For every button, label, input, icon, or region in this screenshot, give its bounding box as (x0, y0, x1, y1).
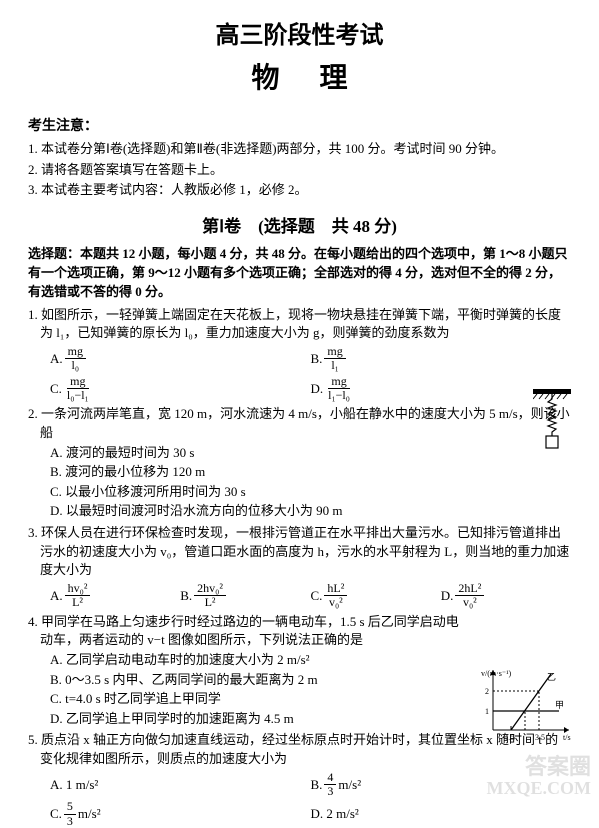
question-3: 3. 环保人员在进行环保检查时发现，一根排污管道正在水平排出大量污水。已知排污管… (28, 524, 571, 610)
question-1: 1. 如图所示，一轻弹簧上端固定在天花板上，现将一物块悬挂在弹簧下端，平衡时弹簧… (28, 306, 571, 402)
chart-line-yi: 乙 (547, 672, 556, 682)
q1-option-b: B. mgl₁ (311, 345, 572, 372)
q4-text: 4. 甲同学在马路上匀速步行时经过路边的一辆电动车，1.5 s 后乙同学启动电动… (28, 613, 571, 651)
subject-title: 物理 (28, 58, 571, 100)
notice-header: 考生注意： (28, 116, 571, 137)
q1-option-a: A. mgl₀ (50, 345, 311, 372)
q3-option-c: C. hL²v₀² (311, 582, 441, 609)
q2-text: 2. 一条河流两岸笔直，宽 120 m，河水流速为 4 m/s，小船在静水中的速… (28, 405, 571, 443)
section-instruction: 选择题：本题共 12 小题，每小题 4 分，共 48 分。在每小题给出的四个选项… (28, 245, 571, 302)
chart-xtick-2: 3.5 (535, 733, 545, 742)
q1-option-d: D. mgl₁−l₀ (311, 375, 572, 402)
q3-option-d: D. 2hL²v₀² (441, 582, 571, 609)
chart-xlabel: t/s (563, 733, 571, 742)
notice-item-2: 2. 请将各题答案填写在答题卡上。 (28, 160, 571, 180)
section-header: 第Ⅰ卷 (选择题 共 48 分) (28, 214, 571, 240)
q2-option-d: D. 以最短时间渡河时沿水流方向的位移大小为 90 m (28, 501, 571, 521)
notice-item-3: 3. 本试卷主要考试内容：人教版必修 1，必修 2。 (28, 180, 571, 200)
q5-option-c: C. 53 m/s² (50, 800, 311, 827)
chart-line-jia: 甲 (555, 700, 564, 710)
q2-option-a: A. 渡河的最短时间为 30 s (28, 443, 571, 463)
chart-ytick-2: 2 (485, 687, 489, 696)
q3-option-a: A. hv₀²L² (50, 582, 180, 609)
chart-ylabel: v/(m·s⁻¹) (481, 669, 512, 678)
q3-option-b: B. 2hv₀²L² (180, 582, 310, 609)
chart-ytick-1: 1 (485, 707, 489, 716)
watermark: 答案圈 MXQE.COM (487, 755, 591, 799)
spring-diagram (533, 389, 571, 451)
q1-option-c: C. mgl₀−l₁ (50, 375, 311, 402)
q5-option-a: A. 1 m/s² (50, 775, 311, 795)
q5-option-d: D. 2 m/s² (311, 804, 572, 824)
q3-text: 3. 环保人员在进行环保检查时发现，一根排污管道正在水平排出大量污水。已知排污管… (28, 524, 571, 581)
q1-text: 1. 如图所示，一轻弹簧上端固定在天花板上，现将一物块悬挂在弹簧下端，平衡时弹簧… (28, 306, 571, 344)
q2-option-b: B. 渡河的最小位移为 120 m (28, 462, 571, 482)
chart-xtick-1: 1.5 (505, 733, 515, 742)
exam-title: 高三阶段性考试 (28, 18, 571, 54)
q2-option-c: C. 以最小位移渡河所用时间为 30 s (28, 482, 571, 502)
vt-chart: v/(m·s⁻¹) t/s 1 2 1.5 3.5 甲 乙 (479, 664, 575, 744)
question-2: 2. 一条河流两岸笔直，宽 120 m，河水流速为 4 m/s，小船在静水中的速… (28, 405, 571, 521)
notice-item-1: 1. 本试卷分第Ⅰ卷(选择题)和第Ⅱ卷(非选择题)两部分，共 100 分。考试时… (28, 139, 571, 159)
